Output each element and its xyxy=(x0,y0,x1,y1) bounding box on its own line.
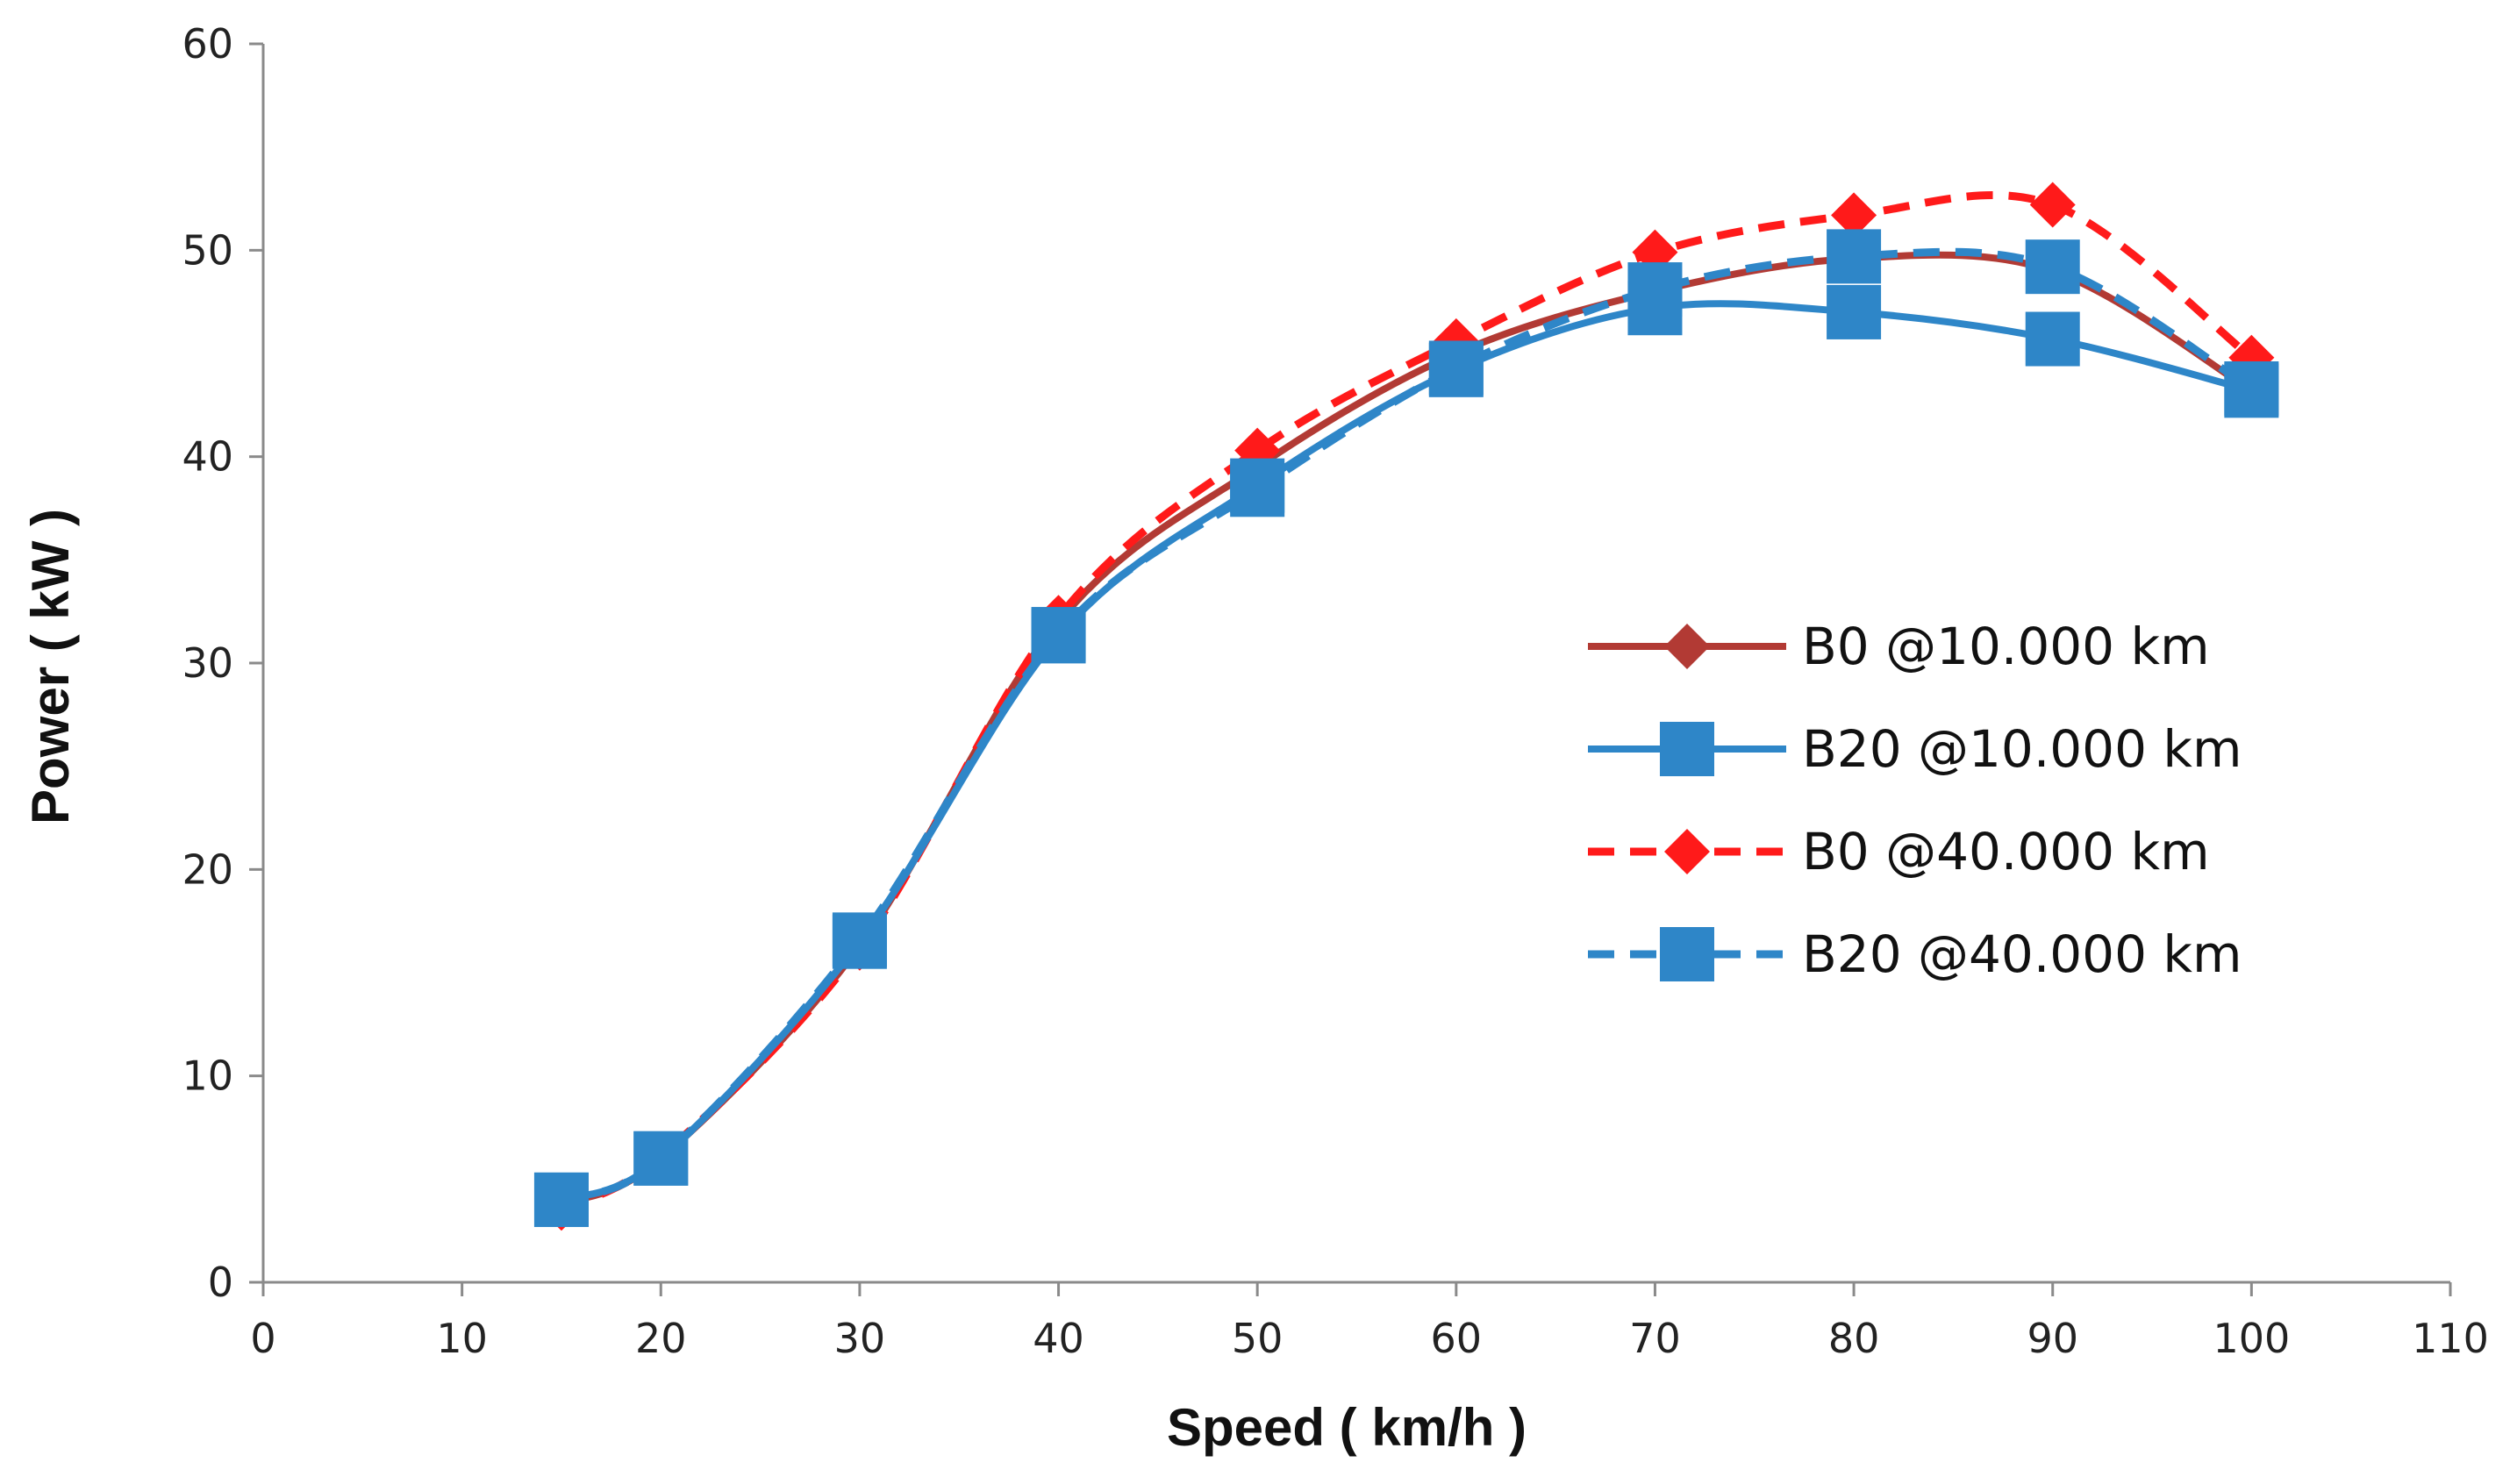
data-point-b20-10-000-km xyxy=(633,1131,689,1186)
series-lines xyxy=(533,182,2279,1231)
legend-item-b20-10-000-km: B20 @10.000 km xyxy=(1588,719,2242,779)
legend-swatch-marker xyxy=(1664,624,1710,669)
x-tick-label: 0 xyxy=(250,1315,275,1362)
data-point-b20-10-000-km xyxy=(2025,311,2080,367)
data-point-b20-10-000-km xyxy=(1827,284,1882,339)
data-point-b0-40-000-km xyxy=(1831,192,1877,239)
y-tick-label: 30 xyxy=(182,639,233,687)
y-tick-label: 0 xyxy=(208,1259,233,1306)
x-tick-label: 40 xyxy=(1033,1315,1084,1362)
legend-item-b20-40-000-km: B20 @40.000 km xyxy=(1588,924,2242,984)
series-line-b20-10-000-km xyxy=(560,300,2253,1203)
x-tick-label: 110 xyxy=(2412,1315,2489,1362)
y-tick-label: 50 xyxy=(182,226,233,274)
series-line-b0-40-000-km xyxy=(559,190,2255,1212)
axes: 0 10 20 30 40 50 60 0 10 20 30 40 50 60 70 80 90 100 110 xyxy=(182,20,2488,1362)
data-point-b20-10-000-km xyxy=(1031,609,1086,664)
x-tick-label: 80 xyxy=(1828,1315,1880,1362)
series-b20-10-000-km xyxy=(533,281,2279,1227)
legend: B0 @10.000 km B20 @10.000 km B0 @40.000 km… xyxy=(1588,617,2242,984)
x-axis-title: Speed ( km/h ) xyxy=(1167,1398,1527,1457)
x-tick-label: 70 xyxy=(1629,1315,1681,1362)
y-tick-label: 10 xyxy=(182,1052,233,1100)
y-tick-label: 60 xyxy=(182,20,233,68)
y-axis-title: Power ( kW ) xyxy=(21,509,80,824)
series-b0-40-000-km xyxy=(538,182,2275,1231)
legend-label: B20 @10.000 km xyxy=(1802,719,2242,779)
data-point-b0-40-000-km xyxy=(2029,182,2076,228)
x-tick-label: 10 xyxy=(436,1315,488,1362)
legend-label: B20 @40.000 km xyxy=(1802,924,2242,984)
legend-label: B0 @40.000 km xyxy=(1802,822,2210,881)
data-point-b20-10-000-km xyxy=(533,1172,589,1227)
legend-swatch-marker xyxy=(1660,722,1714,776)
data-point-b20-10-000-km xyxy=(1230,458,1285,513)
data-point-b20-10-000-km xyxy=(1428,342,1484,397)
x-tick-label: 30 xyxy=(834,1315,886,1362)
legend-swatch-marker xyxy=(1664,829,1710,874)
x-tick-label: 60 xyxy=(1431,1315,1483,1362)
data-point-b20-10-000-km xyxy=(2224,363,2279,418)
y-tick-label: 40 xyxy=(182,433,233,481)
data-point-b20-10-000-km xyxy=(832,914,887,969)
y-tick-label: 20 xyxy=(182,845,233,893)
x-tick-label: 90 xyxy=(2027,1315,2078,1362)
data-point-b20-40-000-km xyxy=(2025,239,2080,295)
x-tick-label: 50 xyxy=(1232,1315,1284,1362)
data-point-b20-10-000-km xyxy=(1627,281,1683,336)
legend-swatch-marker xyxy=(1660,927,1714,981)
legend-item-b0-10-000-km: B0 @10.000 km xyxy=(1588,617,2210,676)
legend-item-b0-40-000-km: B0 @40.000 km xyxy=(1588,822,2210,881)
x-tick-label: 100 xyxy=(2213,1315,2290,1362)
x-tick-label: 20 xyxy=(635,1315,687,1362)
legend-label: B0 @10.000 km xyxy=(1802,617,2210,676)
data-point-b20-40-000-km xyxy=(1827,229,1882,284)
